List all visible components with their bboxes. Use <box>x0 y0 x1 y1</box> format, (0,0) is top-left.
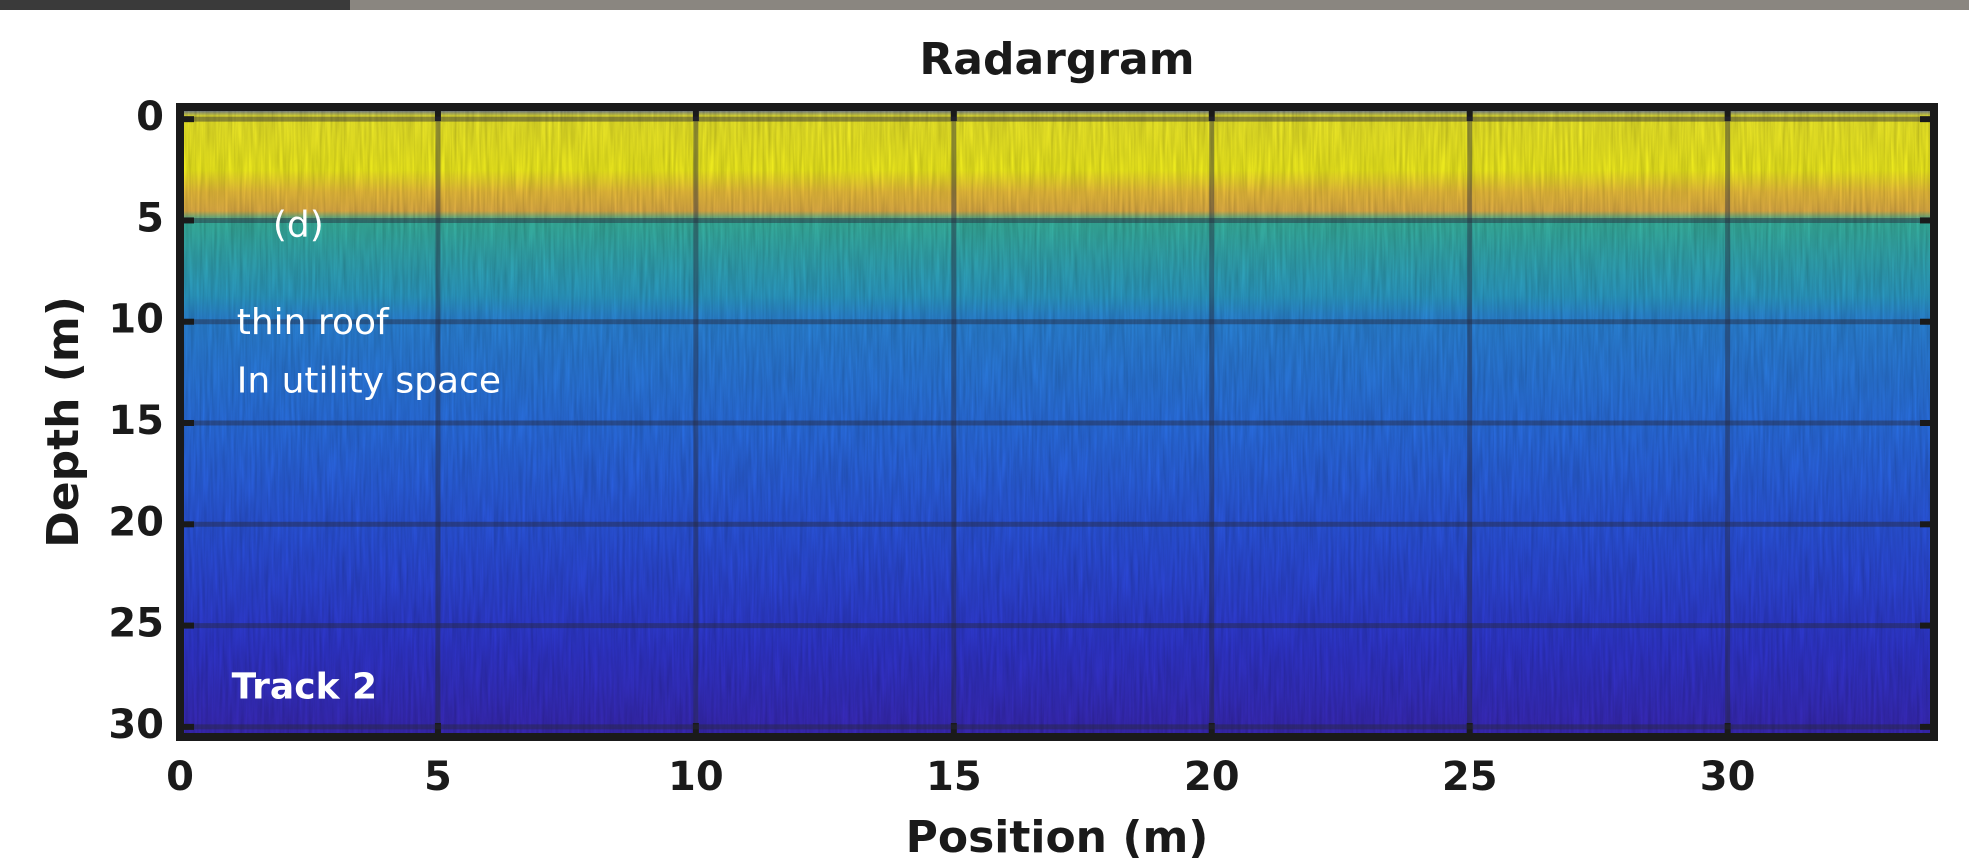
x-tick-label: 0 <box>166 754 194 800</box>
x-tick-label: 10 <box>668 754 724 800</box>
y-tick-label: 15 <box>108 398 164 444</box>
plot-frame <box>176 103 1938 741</box>
annotation: Track 2 <box>232 666 378 707</box>
y-tick-label: 5 <box>136 195 164 241</box>
x-tick-label: 5 <box>424 754 452 800</box>
photo-strip <box>0 0 1969 10</box>
x-tick-label: 25 <box>1442 754 1498 800</box>
x-tick-label: 30 <box>1700 754 1756 800</box>
y-tick-label: 10 <box>108 297 164 343</box>
annotation: In utility space <box>237 360 501 401</box>
plot-area <box>180 107 1934 737</box>
y-tick-label: 20 <box>108 499 164 545</box>
radargram-texture <box>180 107 1934 737</box>
x-tick-label: 20 <box>1184 754 1240 800</box>
x-tick-label: 15 <box>926 754 982 800</box>
photo-strip <box>0 0 350 10</box>
chart-title: Radargram <box>919 34 1194 85</box>
y-tick-label: 30 <box>108 702 164 748</box>
annotation: thin roof <box>237 302 390 343</box>
y-tick-label: 0 <box>136 94 164 140</box>
y-tick-label: 25 <box>108 601 164 647</box>
x-axis-title: Position (m) <box>906 812 1209 863</box>
annotation: (d) <box>273 205 324 246</box>
y-axis-title: Depth (m) <box>38 296 89 548</box>
